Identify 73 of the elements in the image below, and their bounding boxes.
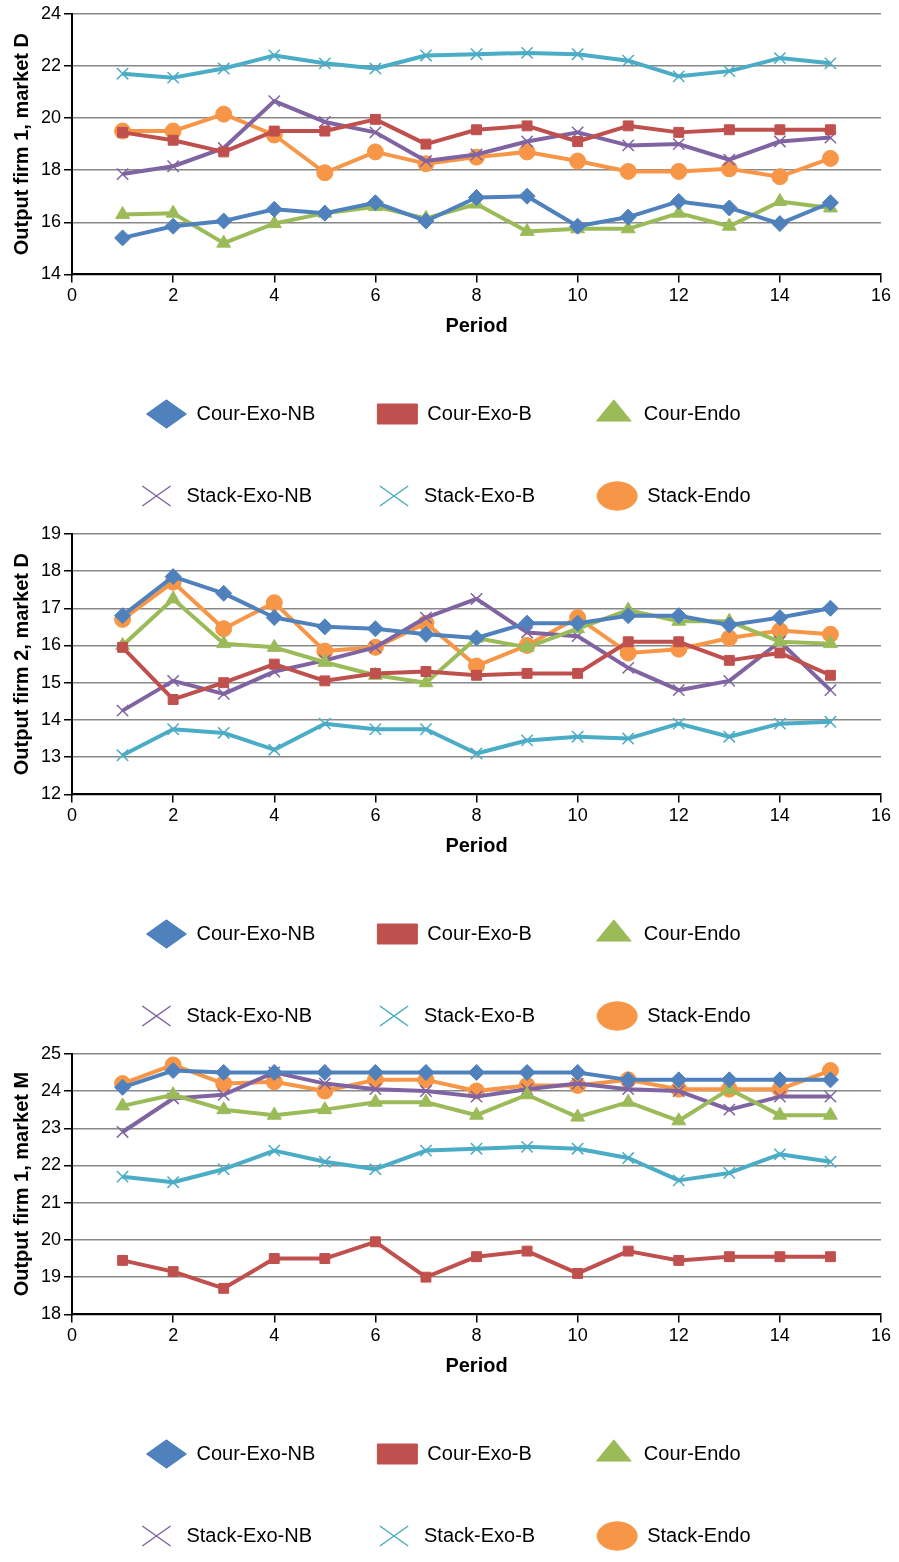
x-tick-label: 10	[567, 1325, 588, 1346]
legend-label: Cour-Endo	[643, 401, 741, 424]
legend-label: Stack-Exo-B	[424, 1523, 536, 1546]
y-tick-label: 16	[40, 634, 62, 655]
legend-label: Cour-Endo	[643, 1441, 741, 1464]
x-tick-label: 2	[168, 1325, 179, 1346]
legend-label: Stack-Endo	[647, 483, 751, 506]
y-tick-label: 18	[40, 159, 62, 180]
legend-label: Cour-Exo-NB	[196, 401, 316, 424]
y-tick-label: 25	[40, 1042, 62, 1063]
y-tick-label: 22	[40, 54, 62, 75]
legend-label: Stack-Exo-NB	[186, 483, 313, 506]
y-tick-label: 12	[40, 783, 62, 804]
x-tick-label: 6	[370, 805, 381, 826]
y-tick-label: 22	[40, 1154, 62, 1175]
legend-label: Cour-Exo-B	[427, 1441, 532, 1464]
y-tick-label: 14	[40, 263, 62, 284]
legend-label: Cour-Endo	[643, 921, 741, 944]
y-tick-label: 19	[40, 522, 62, 543]
x-tick-label: 6	[370, 285, 381, 306]
x-tick-label: 0	[67, 1325, 78, 1346]
y-tick-label: 15	[40, 671, 62, 692]
legend-label: Cour-Exo-NB	[196, 921, 316, 944]
legend-label: Cour-Exo-B	[427, 921, 532, 944]
legend-label: Cour-Exo-B	[427, 401, 532, 424]
x-axis-title: Period	[445, 1353, 508, 1376]
x-tick-label: 8	[471, 285, 482, 306]
x-tick-label: 14	[769, 1325, 790, 1346]
y-tick-label: 20	[40, 107, 62, 128]
y-axis-title: Output firm 1, market M	[9, 1071, 32, 1297]
x-axis-title: Period	[445, 313, 508, 336]
legend-label: Stack-Endo	[647, 1003, 751, 1026]
y-tick-label: 13	[40, 746, 62, 767]
y-tick-label: 24	[40, 1080, 62, 1100]
y-axis-title: Output firm 2, market D	[9, 552, 32, 776]
y-tick-label: 16	[40, 211, 62, 232]
x-tick-label: 6	[370, 1325, 381, 1346]
y-tick-label: 23	[40, 1117, 62, 1138]
x-tick-label: 16	[870, 805, 892, 826]
x-tick-label: 2	[168, 285, 179, 306]
x-tick-label: 8	[471, 1325, 482, 1346]
x-tick-label: 14	[769, 805, 790, 826]
x-tick-label: 10	[567, 805, 588, 826]
legend-label: Stack-Endo	[647, 1523, 751, 1546]
y-tick-label: 17	[40, 597, 62, 618]
x-tick-label: 4	[269, 285, 280, 306]
legend-label: Stack-Exo-B	[424, 1003, 536, 1026]
y-tick-label: 19	[40, 1266, 62, 1287]
legend-label: Stack-Exo-NB	[186, 1523, 313, 1546]
x-tick-label: 16	[870, 285, 892, 306]
x-tick-label: 12	[668, 805, 689, 826]
legend-label: Cour-Exo-NB	[196, 1441, 316, 1464]
legend-label: Stack-Exo-NB	[186, 1003, 313, 1026]
x-tick-label: 8	[471, 805, 482, 826]
x-tick-label: 0	[67, 285, 78, 306]
x-tick-label: 12	[668, 285, 689, 306]
x-tick-label: 0	[67, 805, 78, 826]
x-tick-label: 10	[567, 285, 588, 306]
x-tick-label: 16	[870, 1325, 892, 1346]
y-tick-label: 14	[40, 708, 62, 729]
y-axis-title: Output firm 1, market D	[9, 32, 32, 256]
x-tick-label: 4	[269, 1325, 280, 1346]
x-tick-label: 4	[269, 805, 280, 826]
legend-label: Stack-Exo-B	[424, 483, 536, 506]
y-tick-label: 18	[40, 560, 62, 580]
y-tick-label: 24	[40, 2, 62, 23]
x-axis-title: Period	[445, 833, 508, 856]
y-tick-label: 18	[40, 1303, 62, 1324]
y-tick-label: 21	[40, 1191, 62, 1212]
y-tick-label: 20	[40, 1228, 62, 1249]
x-tick-label: 12	[668, 1325, 689, 1346]
x-tick-label: 14	[769, 285, 790, 306]
x-tick-label: 2	[168, 805, 179, 826]
